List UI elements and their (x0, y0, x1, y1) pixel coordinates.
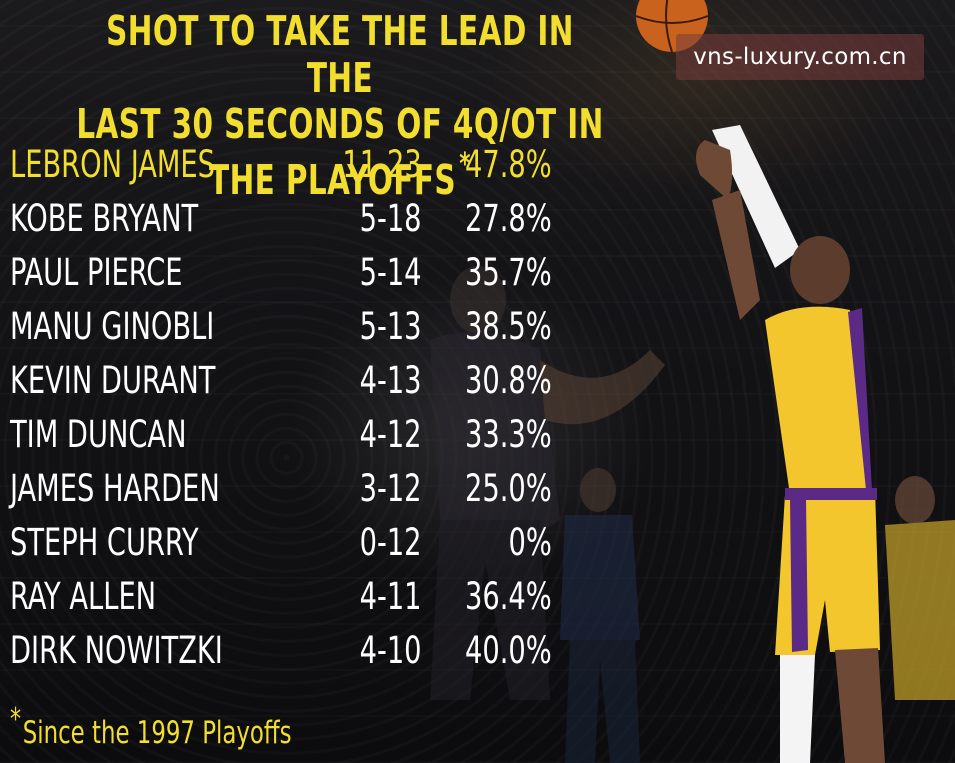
shooting-percentage: 35.7% (465, 251, 552, 294)
shooting-percentage: 33.3% (465, 413, 552, 456)
made-attempts: 0-12 (360, 521, 422, 564)
table-row: DIRK NOWITZKI 4-10 40.0% (0, 624, 560, 678)
player-name: PAUL PIERCE (10, 251, 183, 294)
shooting-percentage: 38.5% (465, 305, 552, 348)
table-row: MANU GINOBLI 5-13 38.5% (0, 300, 560, 354)
table-row: KEVIN DURANT 4-13 30.8% (0, 354, 560, 408)
made-attempts: 11-23 (342, 143, 422, 186)
player-name: KEVIN DURANT (10, 359, 216, 402)
made-attempts: 4-10 (360, 629, 422, 672)
player-name: STEPH CURRY (10, 521, 199, 564)
shooting-percentage: 27.8% (465, 197, 552, 240)
player-name: RAY ALLEN (10, 575, 157, 618)
player-name: DIRK NOWITZKI (10, 629, 223, 672)
made-attempts: 4-12 (360, 413, 422, 456)
headline-line-2-text: LAST 30 SECONDS OF 4Q/OT IN THE PLAYOFFS (76, 100, 604, 205)
made-attempts: 4-13 (360, 359, 422, 402)
table-row: TIM DUNCAN 4-12 33.3% (0, 408, 560, 462)
table-row: JAMES HARDEN 3-12 25.0% (0, 462, 560, 516)
shooting-percentage: 30.8% (465, 359, 552, 402)
footnote-asterisk: * (10, 702, 22, 737)
table-row: KOBE BRYANT 5-18 27.8% (0, 192, 560, 246)
player-name: KOBE BRYANT (10, 197, 199, 240)
headline-line-2: LAST 30 SECONDS OF 4Q/OT IN THE PLAYOFFS… (68, 101, 612, 203)
made-attempts: 3-12 (360, 467, 422, 510)
shooting-percentage: 0% (508, 521, 552, 564)
table-row: PAUL PIERCE 5-14 35.7% (0, 246, 560, 300)
table-row: RAY ALLEN 4-11 36.4% (0, 570, 560, 624)
footnote: *Since the 1997 Playoffs (10, 702, 292, 751)
stats-table: LEBRON JAMES 11-23 47.8% KOBE BRYANT 5-1… (0, 138, 560, 678)
headline: SHOT TO TAKE THE LEAD IN THE LAST 30 SEC… (68, 8, 612, 204)
made-attempts: 5-14 (360, 251, 422, 294)
shooting-percentage: 47.8% (465, 143, 552, 186)
shooting-percentage: 25.0% (465, 467, 552, 510)
player-name: TIM DUNCAN (10, 413, 187, 456)
headline-asterisk: * (459, 147, 471, 183)
headline-line-1: SHOT TO TAKE THE LEAD IN THE (106, 7, 574, 102)
player-name: LEBRON JAMES (10, 143, 216, 186)
made-attempts: 5-13 (360, 305, 422, 348)
table-row: LEBRON JAMES 11-23 47.8% (0, 138, 560, 192)
shooting-percentage: 36.4% (465, 575, 552, 618)
made-attempts: 5-18 (360, 197, 422, 240)
player-name: MANU GINOBLI (10, 305, 215, 348)
shooting-percentage: 40.0% (465, 629, 552, 672)
footnote-text: Since the 1997 Playoffs (22, 715, 292, 751)
table-row: STEPH CURRY 0-12 0% (0, 516, 560, 570)
made-attempts: 4-11 (360, 575, 422, 618)
player-name: JAMES HARDEN (10, 467, 220, 510)
watermark: vns-luxury.com.cn (676, 34, 924, 80)
